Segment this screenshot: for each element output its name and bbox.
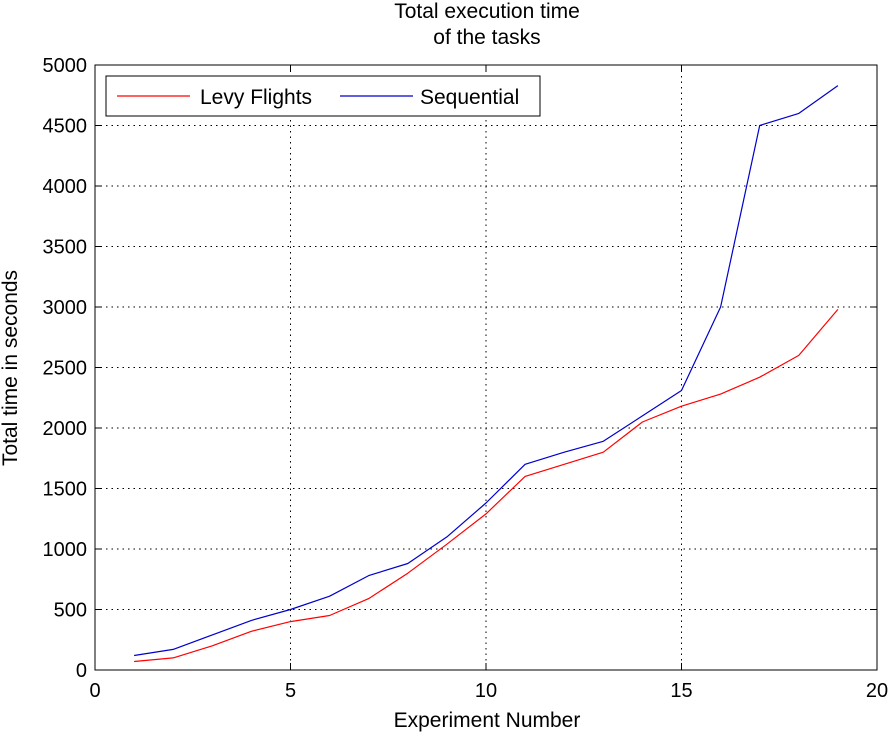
y-tick-label: 1500 [43, 479, 88, 501]
y-tick-label: 0 [76, 660, 87, 682]
x-tick-label: 15 [670, 680, 692, 702]
y-tick-label: 3000 [43, 297, 88, 319]
grid-lines [95, 65, 877, 670]
x-axis-label: Experiment Number [394, 709, 581, 732]
axis-ticks [94, 64, 878, 671]
legend-label-levy-flights: Levy Flights [200, 86, 312, 109]
x-tick-label: 0 [89, 680, 100, 702]
x-tick-label: 20 [866, 680, 888, 702]
series-lines [134, 85, 839, 663]
y-tick-label: 5000 [43, 55, 88, 77]
chart-title-line-1: Total execution time [394, 0, 580, 23]
series-line-levy-flights [134, 309, 839, 663]
x-tick-label: 5 [285, 680, 296, 702]
y-tick-label: 1000 [43, 539, 88, 561]
x-tick-label: 10 [475, 680, 497, 702]
legend-label-sequential: Sequential [420, 86, 519, 109]
axis-tick-labels: 0 5 10 15 20 0 500 1000 1500 2000 2500 3000 3500 4000… [43, 55, 889, 702]
y-tick-label: 500 [54, 600, 87, 622]
y-tick-label: 3500 [43, 237, 88, 259]
y-tick-label: 2000 [43, 418, 88, 440]
chart-title-line-2: of the tasks [433, 26, 540, 49]
y-tick-label: 2500 [43, 358, 88, 380]
y-tick-label: 4000 [43, 176, 88, 198]
legend: Levy Flights Sequential [105, 75, 541, 117]
y-axis-label: Total time in seconds [0, 270, 22, 466]
series-line-sequential [134, 85, 839, 657]
y-tick-label: 4500 [43, 116, 88, 138]
